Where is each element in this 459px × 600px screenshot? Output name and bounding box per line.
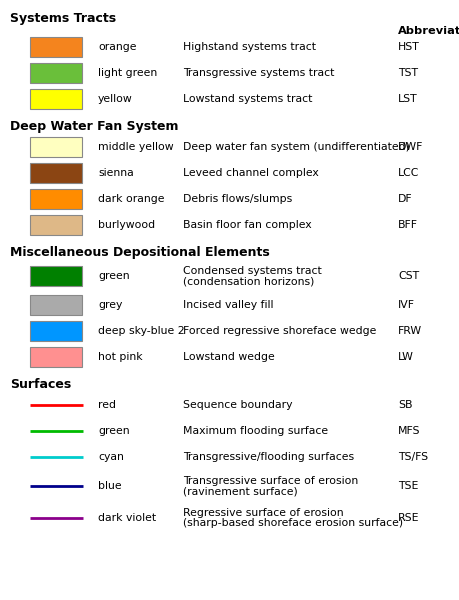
Text: Sequence boundary: Sequence boundary <box>183 400 292 410</box>
Text: red: red <box>98 400 116 410</box>
Text: Incised valley fill: Incised valley fill <box>183 300 273 310</box>
Bar <box>30 266 82 286</box>
Text: Regressive surface of erosion: Regressive surface of erosion <box>183 508 343 518</box>
Text: Transgressive systems tract: Transgressive systems tract <box>183 68 334 78</box>
Text: yellow: yellow <box>98 94 133 104</box>
Bar <box>30 37 82 57</box>
Text: BFF: BFF <box>397 220 417 230</box>
Text: Highstand systems tract: Highstand systems tract <box>183 42 315 52</box>
Text: (ravinement surface): (ravinement surface) <box>183 486 297 496</box>
Text: Surfaces: Surfaces <box>10 378 71 391</box>
Text: HST: HST <box>397 42 419 52</box>
Text: RSE: RSE <box>397 513 419 523</box>
Bar <box>30 63 82 83</box>
Text: CST: CST <box>397 271 418 281</box>
Text: DF: DF <box>397 194 412 204</box>
Text: light green: light green <box>98 68 157 78</box>
Bar <box>30 295 82 315</box>
Text: hot pink: hot pink <box>98 352 142 362</box>
Text: TSE: TSE <box>397 481 418 491</box>
Bar <box>30 137 82 157</box>
Text: Leveed channel complex: Leveed channel complex <box>183 168 318 178</box>
Text: green: green <box>98 271 129 281</box>
Bar <box>30 347 82 367</box>
Bar <box>30 89 82 109</box>
Text: dark violet: dark violet <box>98 513 156 523</box>
Text: Transgressive surface of erosion: Transgressive surface of erosion <box>183 476 358 486</box>
Text: LW: LW <box>397 352 413 362</box>
Text: cyan: cyan <box>98 452 123 462</box>
Text: Lowstand wedge: Lowstand wedge <box>183 352 274 362</box>
Text: SB: SB <box>397 400 412 410</box>
Text: middle yellow: middle yellow <box>98 142 173 152</box>
Bar <box>30 189 82 209</box>
Text: deep sky-blue 2: deep sky-blue 2 <box>98 326 184 336</box>
Text: IVF: IVF <box>397 300 414 310</box>
Text: Deep Water Fan System: Deep Water Fan System <box>10 120 178 133</box>
Text: Systems Tracts: Systems Tracts <box>10 12 116 25</box>
Text: (sharp-based shoreface erosion surface): (sharp-based shoreface erosion surface) <box>183 518 402 528</box>
Text: Miscellaneous Depositional Elements: Miscellaneous Depositional Elements <box>10 246 269 259</box>
Bar <box>30 321 82 341</box>
Text: Basin floor fan complex: Basin floor fan complex <box>183 220 311 230</box>
Text: Transgressive/flooding surfaces: Transgressive/flooding surfaces <box>183 452 353 462</box>
Text: LST: LST <box>397 94 417 104</box>
Text: grey: grey <box>98 300 122 310</box>
Text: Debris flows/slumps: Debris flows/slumps <box>183 194 291 204</box>
Text: orange: orange <box>98 42 136 52</box>
Text: Lowstand systems tract: Lowstand systems tract <box>183 94 312 104</box>
Bar <box>30 163 82 183</box>
Text: Deep water fan system (undifferentiated): Deep water fan system (undifferentiated) <box>183 142 409 152</box>
Text: LCC: LCC <box>397 168 419 178</box>
Text: TS/FS: TS/FS <box>397 452 427 462</box>
Text: DWF: DWF <box>397 142 422 152</box>
Text: green: green <box>98 426 129 436</box>
Text: blue: blue <box>98 481 121 491</box>
Text: Abbreviation: Abbreviation <box>397 26 459 36</box>
Text: sienna: sienna <box>98 168 134 178</box>
Text: (condensation horizons): (condensation horizons) <box>183 276 313 286</box>
Text: MFS: MFS <box>397 426 420 436</box>
Text: TST: TST <box>397 68 417 78</box>
Text: burlywood: burlywood <box>98 220 155 230</box>
Bar <box>30 215 82 235</box>
Text: Forced regressive shoreface wedge: Forced regressive shoreface wedge <box>183 326 375 336</box>
Text: Condensed systems tract: Condensed systems tract <box>183 266 321 276</box>
Text: FRW: FRW <box>397 326 421 336</box>
Text: dark orange: dark orange <box>98 194 164 204</box>
Text: Maximum flooding surface: Maximum flooding surface <box>183 426 327 436</box>
